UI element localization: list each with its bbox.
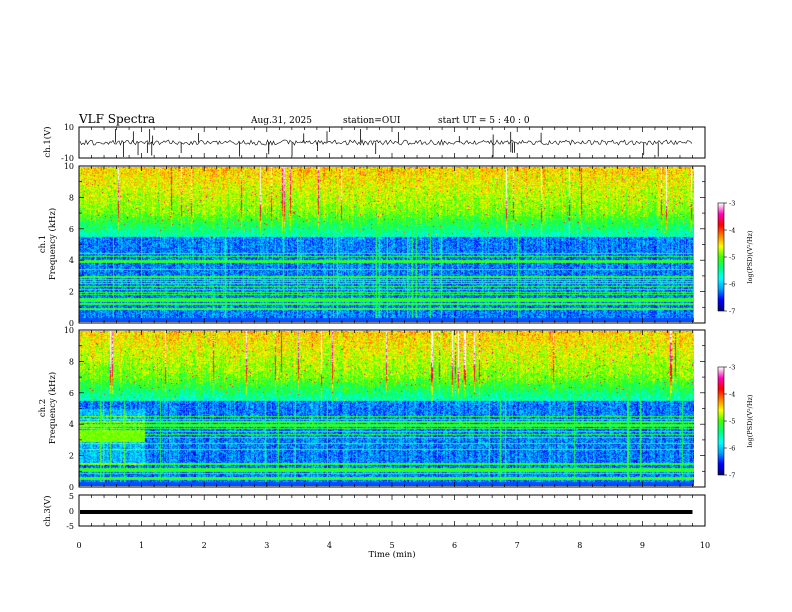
colorbar-tick-label: -3 xyxy=(729,200,735,208)
ch3-ytick-top: 5 xyxy=(69,492,74,501)
colorbar-tick-label: -3 xyxy=(729,364,735,372)
ch3-ytick-mid: 0 xyxy=(69,507,74,516)
colorbar-label: log(PSD)(V²/Hz) xyxy=(746,394,754,447)
time-tick-label: 9 xyxy=(640,541,645,550)
time-tick-label: 2 xyxy=(202,541,207,550)
colorbar-tick-label: -4 xyxy=(729,391,735,399)
ch1-spectrogram-yticks: 0 2 4 6 8 10 xyxy=(64,162,705,328)
colorbar-label: log(PSD)(V²/Hz) xyxy=(746,230,754,283)
colorbar-tick-label: -4 xyxy=(729,227,735,235)
colorbar-tick-label: -5 xyxy=(729,418,735,426)
colorbar-gradient xyxy=(718,203,724,311)
colorbar-tick-label: -7 xyxy=(729,472,735,480)
ch1-waveform-ylabel: ch.1(V) xyxy=(42,126,53,157)
time-tick-label: 0 xyxy=(76,541,81,550)
time-tick-label: 4 xyxy=(327,541,332,550)
ch1-waveform-spikes xyxy=(115,128,659,157)
header-date: Aug.31, 2025 xyxy=(250,116,312,126)
ch3-ytick-bottom: -5 xyxy=(66,522,74,531)
ch3-waveform-ylabel: ch.3(V) xyxy=(42,495,53,526)
freq-tick-label: 4 xyxy=(69,420,74,429)
colorbar-tick-label: -6 xyxy=(729,281,735,289)
ch2-colorbar: -3 -4 -5 -6 -7 log(PSD)(V²/Hz) xyxy=(717,364,754,480)
ch1-ytick-bottom: -10 xyxy=(61,154,74,163)
time-tick-label: 10 xyxy=(700,541,710,550)
ch2-spectrogram-yticks: 0 2 4 6 8 10 xyxy=(64,326,705,492)
ch1-spectrogram-panel: 0 2 4 6 8 10 ch.1Frequency (kHz) xyxy=(38,162,706,328)
ch1-ytick-top: 10 xyxy=(64,123,74,132)
colorbar-tick-label: -5 xyxy=(729,254,735,262)
time-tick-label: 3 xyxy=(264,541,269,550)
colorbar-tick-label: -6 xyxy=(729,445,735,453)
colorbar-gradient xyxy=(718,367,724,475)
ch2-spectrogram-image xyxy=(79,331,694,486)
header-station: station=OUI xyxy=(343,116,401,126)
freq-tick-label: 8 xyxy=(69,357,74,366)
freq-tick-label: 6 xyxy=(69,389,74,398)
ch2-spectrogram-ylabel: ch.2Frequency (kHz) xyxy=(38,372,58,444)
freq-tick-label: 2 xyxy=(69,452,74,461)
time-tick-label: 6 xyxy=(452,541,457,550)
colorbar-tick-label: -7 xyxy=(729,308,735,316)
time-axis-label: Time (min) xyxy=(368,549,415,560)
figure-title: VLF Spectra xyxy=(78,112,155,126)
time-tick-label: 7 xyxy=(515,541,520,550)
time-tick-label: 1 xyxy=(139,541,144,550)
freq-tick-label: 8 xyxy=(69,193,74,202)
ch2-spectrogram-panel: 0 2 4 6 8 10 ch.2Frequency (kHz) xyxy=(38,326,706,492)
freq-tick-label: 10 xyxy=(64,326,74,335)
ch1-spectrogram-ylabel: ch.1Frequency (kHz) xyxy=(38,208,58,280)
freq-tick-label: 6 xyxy=(69,225,74,234)
freq-tick-label: 4 xyxy=(69,256,74,265)
time-tick-label: 5 xyxy=(389,541,394,550)
freq-tick-label: 0 xyxy=(69,319,74,328)
ch1-waveform-trace xyxy=(79,138,693,146)
time-tick-label: 8 xyxy=(577,541,582,550)
freq-tick-label: 2 xyxy=(69,288,74,297)
time-axis-tick-labels: 0 1 2 3 4 5 6 7 8 9 10 xyxy=(76,541,710,550)
ch1-spectrogram-image xyxy=(79,167,694,322)
time-axis-ticks xyxy=(78,127,706,526)
header-start-time: start UT = 5 : 40 : 0 xyxy=(438,116,530,126)
freq-tick-label: 0 xyxy=(69,483,74,492)
freq-tick-label: 10 xyxy=(64,162,74,171)
ch1-colorbar: -3 -4 -5 -6 -7 log(PSD)(V²/Hz) xyxy=(717,200,754,316)
